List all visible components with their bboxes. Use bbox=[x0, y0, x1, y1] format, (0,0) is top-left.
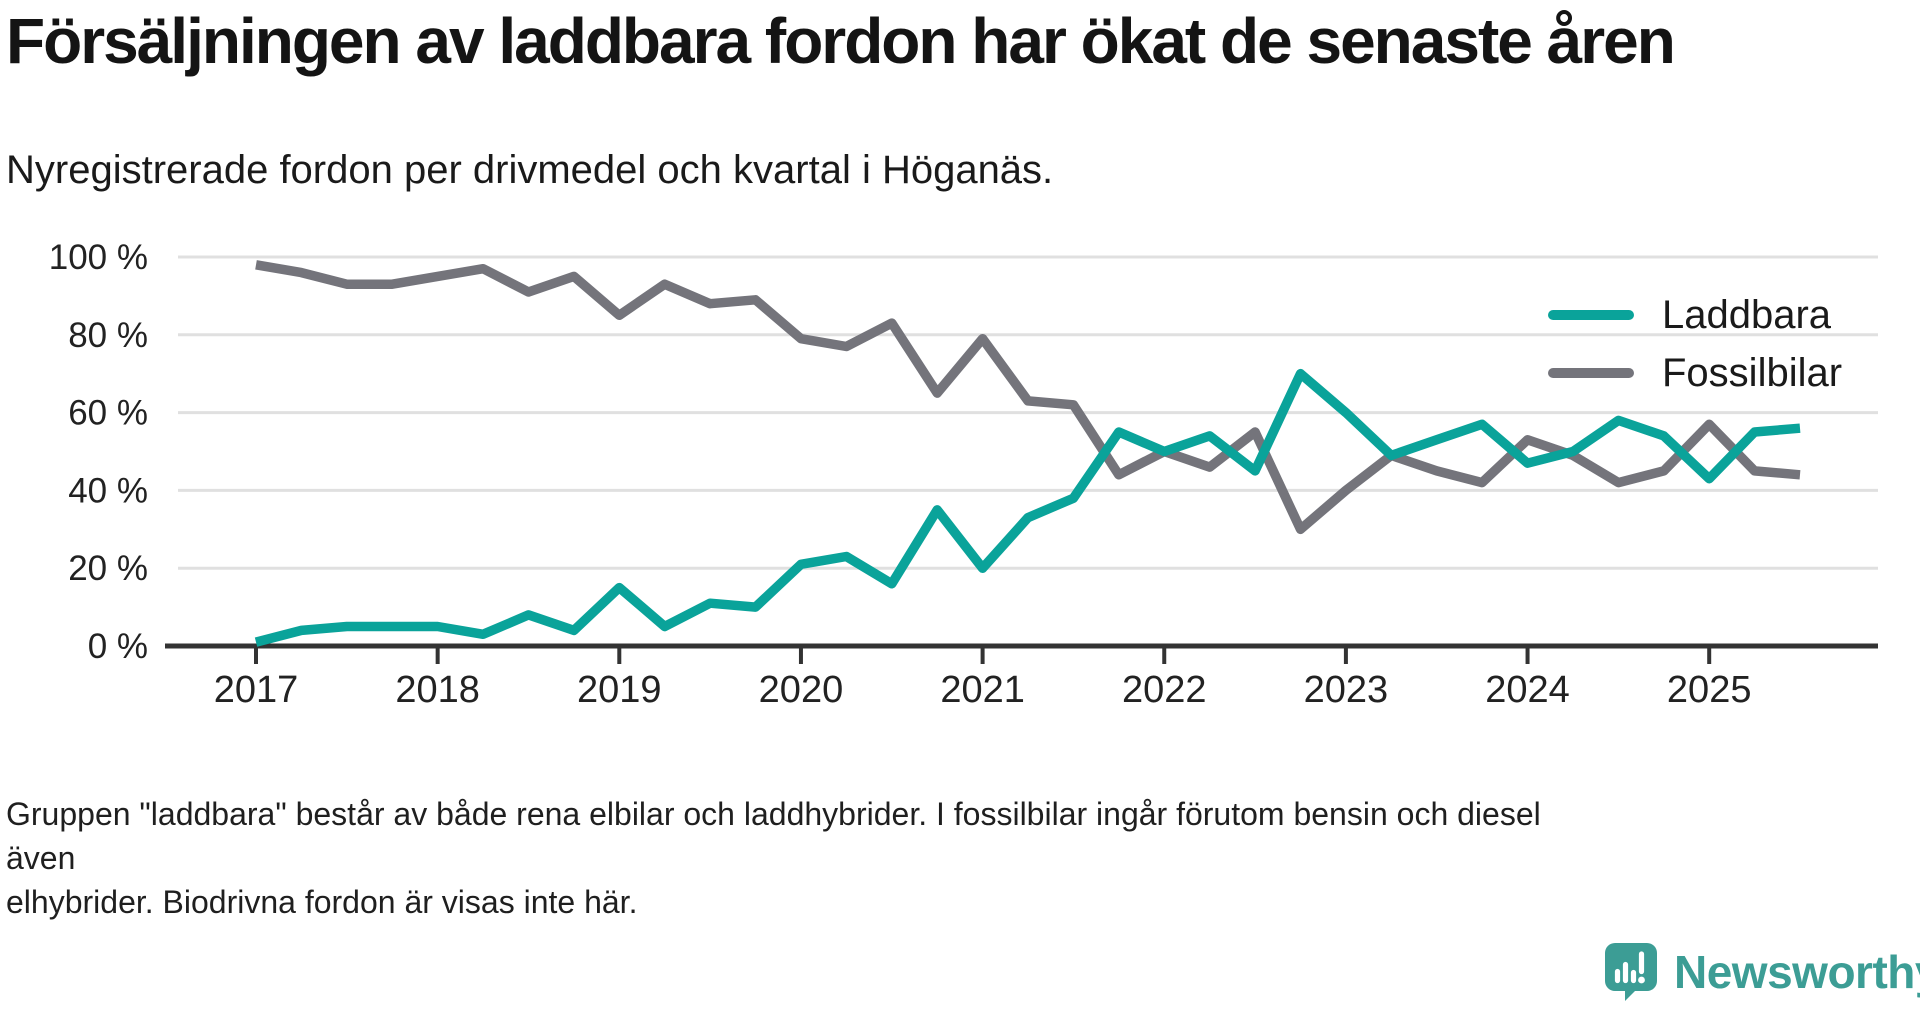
x-axis-label: 2017 bbox=[214, 669, 299, 711]
x-axis-label: 2021 bbox=[940, 669, 1025, 711]
x-axis-label: 2024 bbox=[1485, 669, 1570, 711]
newsworthy-logo-text: Newsworthy bbox=[1674, 946, 1920, 998]
legend-item-laddbara: Laddbara bbox=[1548, 286, 1842, 344]
chart-subtitle: Nyregistrerade fordon per drivmedel och … bbox=[6, 148, 1054, 192]
y-axis-label: 20 % bbox=[68, 549, 148, 588]
legend-swatch-fossilbilar-icon bbox=[1548, 368, 1634, 378]
y-axis-label: 0 % bbox=[88, 627, 148, 666]
series-line-fossilbilar bbox=[255, 260, 1801, 535]
y-axis-label: 80 % bbox=[68, 316, 148, 355]
y-axis-label: 100 % bbox=[49, 238, 148, 277]
x-axis-label: 2018 bbox=[395, 669, 480, 711]
newsworthy-logo-icon bbox=[1605, 943, 1657, 1001]
chart-footnote: Gruppen "laddbara" består av både rena e… bbox=[6, 796, 1541, 920]
x-axis-label: 2023 bbox=[1304, 669, 1389, 711]
y-axis-label: 40 % bbox=[68, 471, 148, 510]
series-line-laddbara bbox=[254, 368, 1801, 647]
chart-legend: Laddbara Fossilbilar bbox=[1548, 286, 1842, 402]
x-axis-label: 2022 bbox=[1122, 669, 1207, 711]
x-axis-label: 2020 bbox=[759, 669, 844, 711]
legend-label-laddbara: Laddbara bbox=[1662, 292, 1832, 337]
legend-swatch-laddbara-icon bbox=[1548, 310, 1634, 320]
x-axis-label: 2019 bbox=[577, 669, 662, 711]
chart-title: Försäljningen av laddbara fordon har öka… bbox=[6, 5, 1676, 77]
legend-item-fossilbilar: Fossilbilar bbox=[1548, 344, 1842, 402]
x-axis-label: 2025 bbox=[1667, 669, 1752, 711]
y-axis-label: 60 % bbox=[68, 394, 148, 433]
newsworthy-logo: Newsworthy bbox=[1604, 942, 1920, 1002]
legend-label-fossilbilar: Fossilbilar bbox=[1662, 350, 1843, 395]
